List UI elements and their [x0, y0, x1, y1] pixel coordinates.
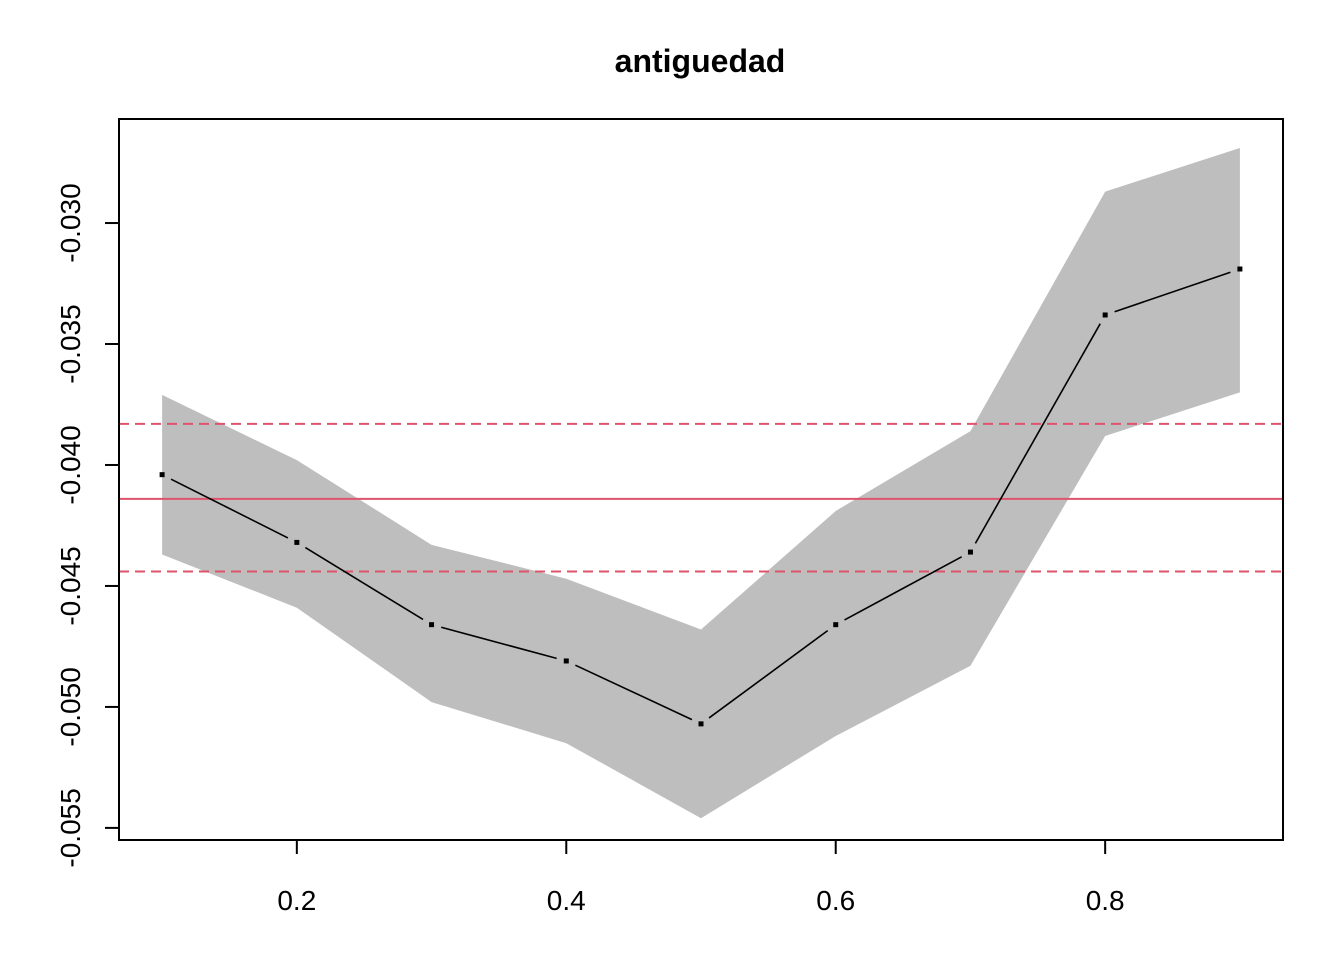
data-point: [1237, 266, 1243, 272]
data-point: [698, 721, 704, 727]
series-points: [159, 266, 1243, 727]
data-point: [967, 549, 973, 555]
series-segment: [974, 323, 1101, 544]
data-point: [563, 658, 569, 664]
data-point: [294, 539, 300, 545]
x-tick-label: 0.8: [1086, 885, 1125, 916]
y-tick-label: -0.055: [55, 788, 86, 867]
x-tick-label: 0.2: [277, 885, 316, 916]
y-axis: -0.055 -0.050 -0.045 -0.040 -0.035 -0.030: [55, 183, 120, 868]
chart-title: antiguedad: [615, 43, 786, 79]
series-segment: [170, 478, 289, 539]
data-point: [1102, 312, 1108, 318]
x-tick-label: 0.4: [547, 885, 586, 916]
y-tick-label: -0.040: [55, 425, 86, 504]
y-tick-label: -0.030: [55, 183, 86, 262]
band-area: [162, 148, 1240, 819]
reference-lines: [119, 422, 1283, 573]
data-point: [833, 622, 839, 628]
series-segment: [304, 546, 424, 621]
series-segment: [1114, 271, 1231, 313]
y-tick-label: -0.035: [55, 304, 86, 383]
x-tick-label: 0.6: [816, 885, 855, 916]
series-segment: [708, 629, 829, 719]
y-tick-label: -0.050: [55, 667, 86, 746]
series-line: [170, 271, 1231, 721]
confidence-band: [162, 148, 1240, 819]
x-axis: 0.2 0.4 0.6 0.8: [277, 839, 1125, 916]
series-segment: [575, 664, 693, 721]
data-point: [159, 472, 165, 478]
data-point: [429, 622, 435, 628]
series-segment: [844, 556, 963, 621]
y-tick-label: -0.045: [55, 546, 86, 625]
series-segment: [441, 626, 557, 660]
